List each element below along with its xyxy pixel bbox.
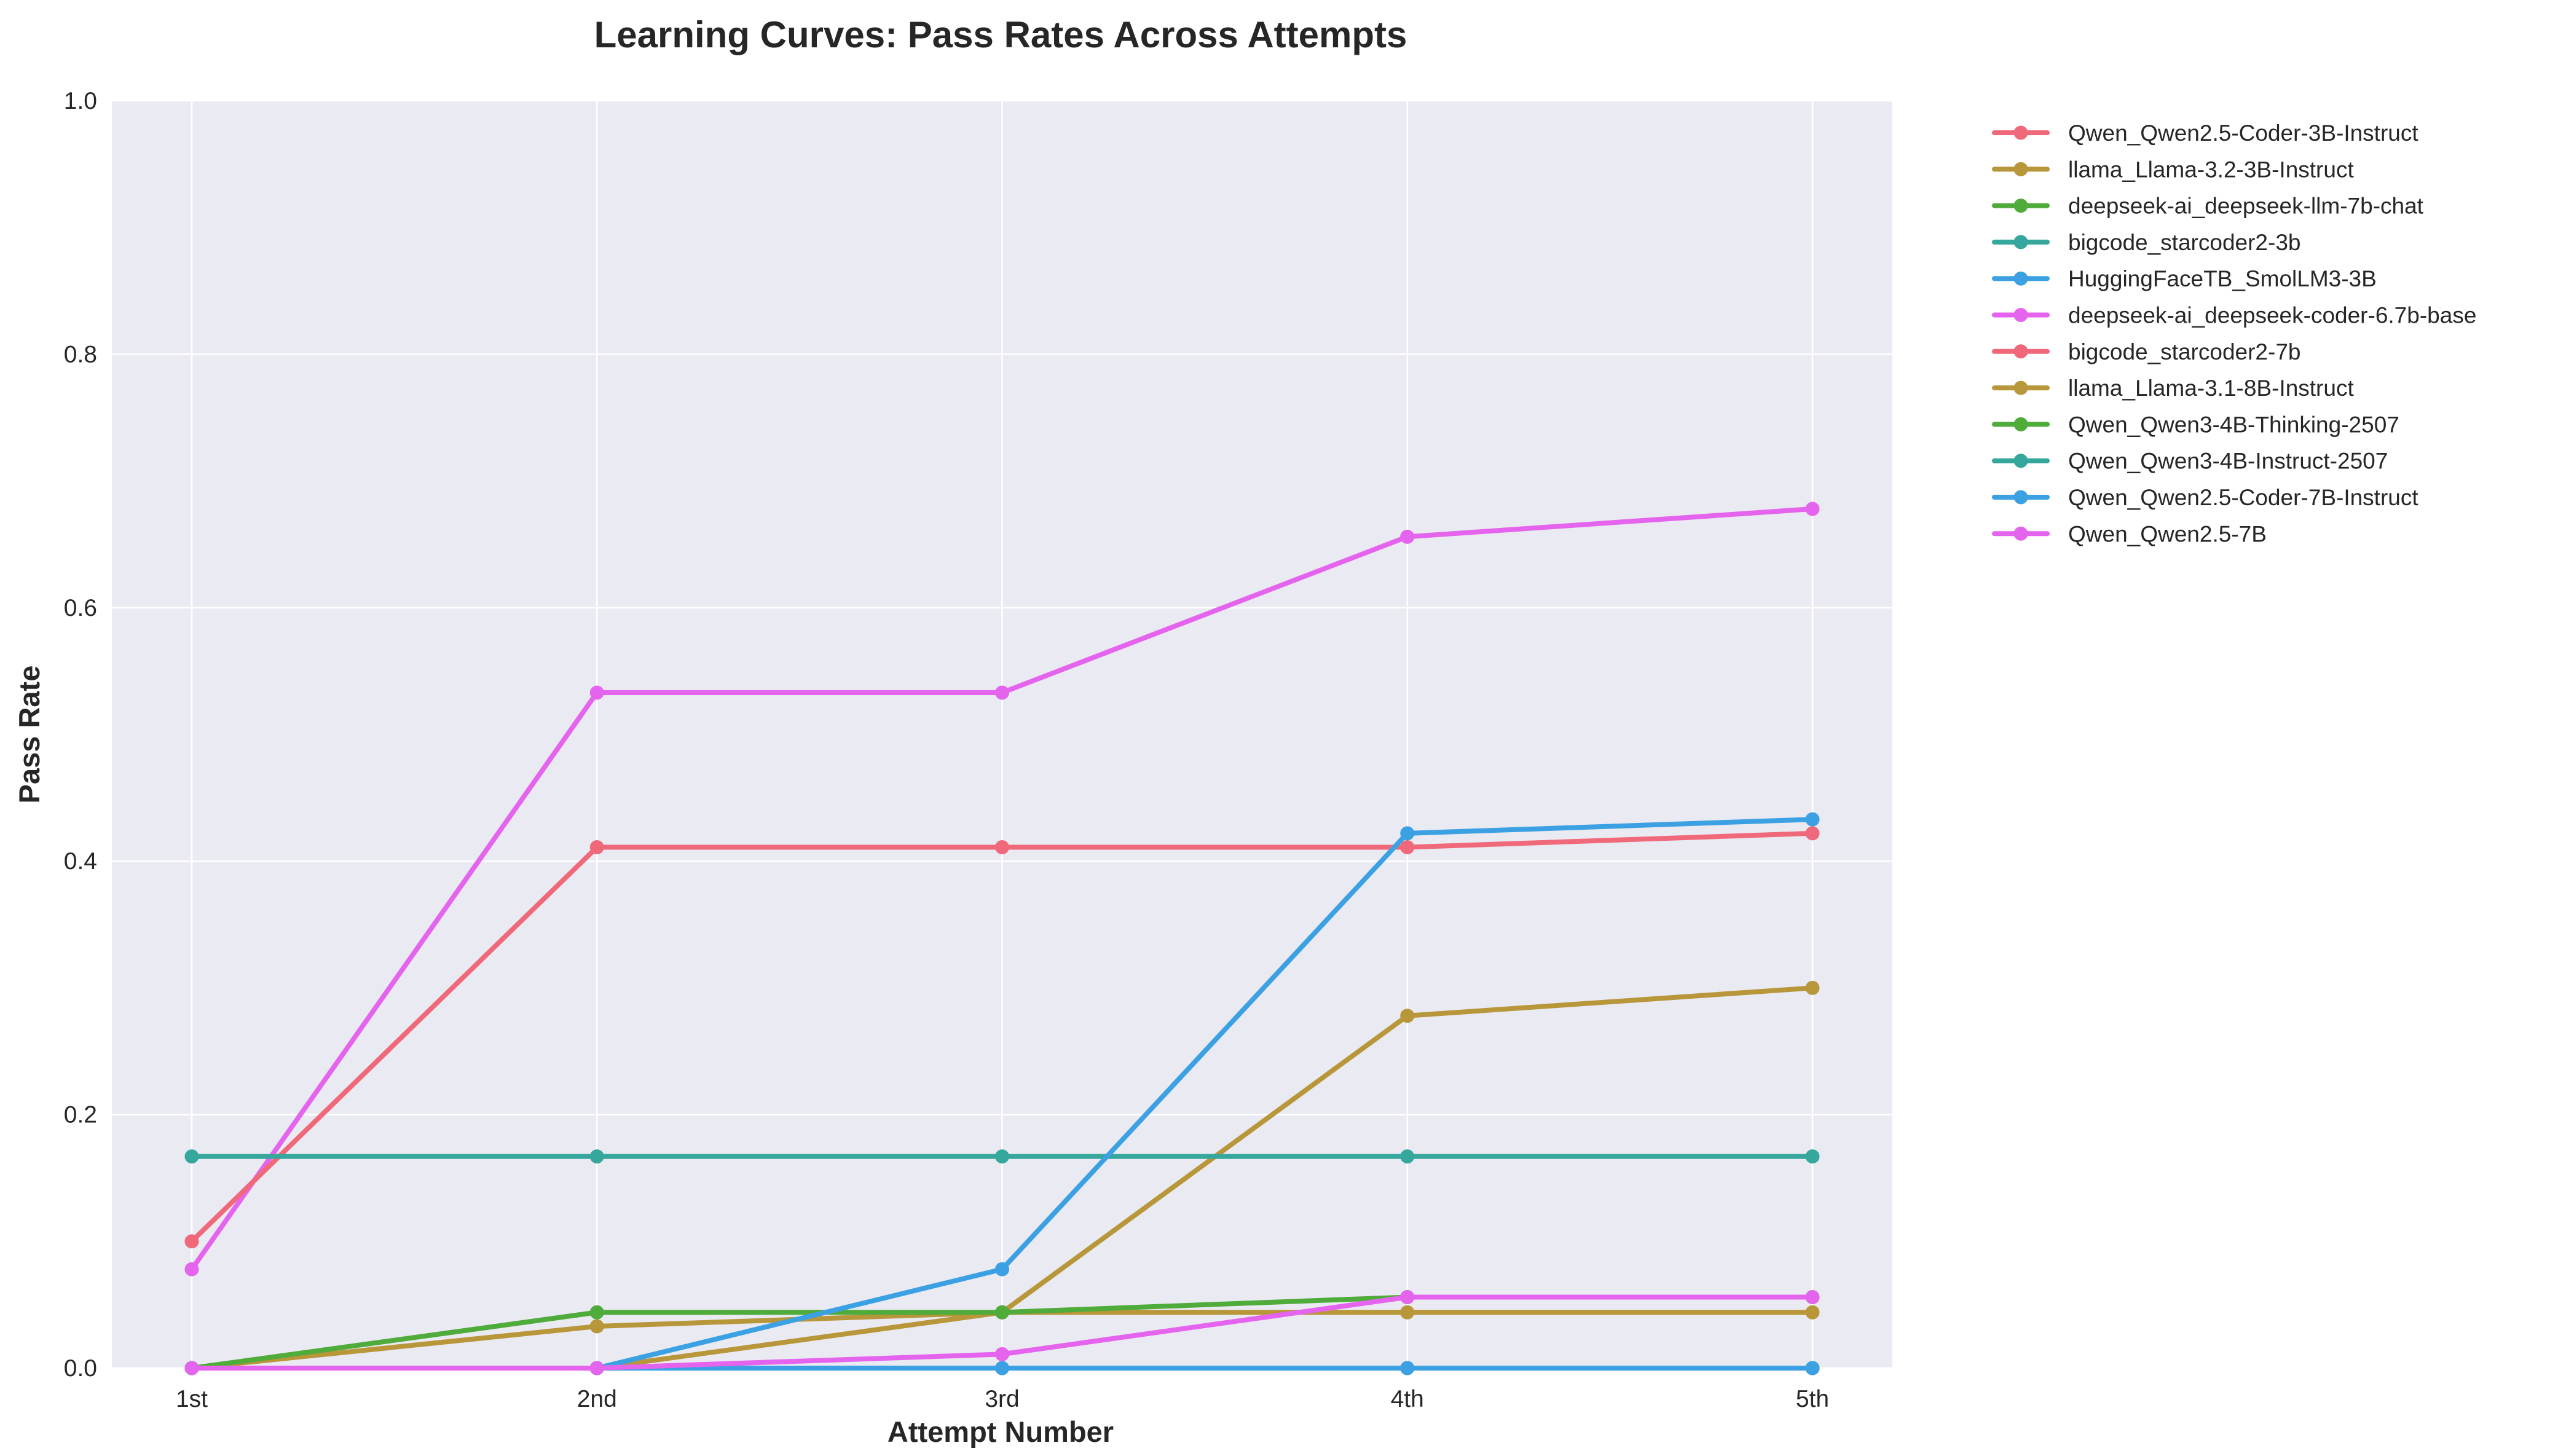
legend-label: deepseek-ai_deepseek-llm-7b-chat (2068, 194, 2424, 219)
data-point (995, 840, 1009, 855)
data-point (589, 840, 604, 855)
data-point (1805, 502, 1820, 516)
data-point (995, 1361, 1009, 1375)
legend-marker-icon (2013, 199, 2028, 213)
data-point (184, 1149, 199, 1164)
legend-label: Qwen_Qwen2.5-Coder-3B-Instruct (2068, 120, 2418, 146)
legend-label: Qwen_Qwen2.5-7B (2068, 521, 2267, 546)
data-point (589, 685, 604, 700)
data-point (1805, 826, 1820, 841)
data-point (1400, 1305, 1415, 1320)
data-point (1400, 826, 1415, 841)
y-tick-label: 0.6 (64, 595, 97, 621)
data-point (589, 1305, 604, 1320)
legend-label: Qwen_Qwen3-4B-Instruct-2507 (2068, 449, 2388, 474)
data-point (1805, 1290, 1820, 1305)
data-point (1400, 529, 1415, 544)
data-point (1400, 1149, 1415, 1164)
data-point (589, 1361, 604, 1375)
data-point (184, 1361, 199, 1375)
legend-marker-icon (2013, 380, 2028, 395)
legend-label: Qwen_Qwen3-4B-Thinking-2507 (2068, 412, 2399, 437)
legend-label: llama_Llama-3.2-3B-Instruct (2068, 157, 2354, 182)
x-axis-label: Attempt Number (887, 1415, 1114, 1448)
y-ticks: 0.0 0.2 0.4 0.6 0.8 1.0 (64, 88, 97, 1382)
legend-marker-icon (2013, 125, 2028, 140)
series-7 (184, 826, 1820, 1249)
x-tick-label: 2nd (577, 1386, 617, 1412)
data-point (1400, 840, 1415, 855)
legend-item: llama_Llama-3.1-8B-Instruct (1992, 376, 2354, 401)
series-lines (184, 502, 1820, 1375)
x-ticks: 1st 2nd 3rd 4th 5th (176, 1386, 1829, 1412)
legend-item: Qwen_Qwen2.5-Coder-7B-Instruct (1992, 485, 2418, 510)
legend-marker-icon (2013, 271, 2028, 286)
legend-marker-icon (2013, 162, 2028, 176)
data-point (995, 685, 1009, 700)
data-point (589, 1319, 604, 1334)
data-point (995, 1305, 1009, 1320)
y-axis-label: Pass Rate (13, 666, 45, 804)
x-tick-label: 3rd (985, 1386, 1019, 1412)
legend-item: Qwen_Qwen2.5-Coder-3B-Instruct (1992, 120, 2418, 146)
y-tick-label: 0.4 (64, 848, 97, 875)
data-point (1400, 1290, 1415, 1305)
legend-marker-icon (2013, 417, 2028, 431)
data-point (995, 1149, 1009, 1164)
data-point (1805, 980, 1820, 995)
x-tick-label: 1st (176, 1386, 208, 1412)
y-tick-label: 0.0 (64, 1355, 97, 1382)
data-point (184, 1234, 199, 1249)
series-6 (184, 502, 1820, 1277)
legend: Qwen_Qwen2.5-Coder-3B-Instruct llama_Llam… (1992, 120, 2476, 546)
series-12 (184, 1290, 1820, 1375)
legend-item: deepseek-ai_deepseek-coder-6.7b-base (1992, 303, 2476, 328)
y-tick-label: 0.2 (64, 1102, 97, 1128)
legend-marker-icon (2013, 454, 2028, 468)
x-tick-label: 5th (1796, 1386, 1829, 1412)
y-tick-label: 0.8 (64, 341, 97, 368)
legend-item: deepseek-ai_deepseek-llm-7b-chat (1992, 194, 2424, 219)
legend-label: llama_Llama-3.1-8B-Instruct (2068, 376, 2354, 401)
legend-marker-icon (2013, 235, 2028, 250)
legend-marker-icon (2013, 308, 2028, 322)
legend-label: bigcode_starcoder2-3b (2068, 230, 2300, 255)
legend-marker-icon (2013, 526, 2028, 541)
data-point (184, 1262, 199, 1277)
chart-title: Learning Curves: Pass Rates Across Attem… (594, 14, 1407, 55)
data-point (1805, 1149, 1820, 1164)
legend-item: Qwen_Qwen3-4B-Instruct-2507 (1992, 449, 2388, 474)
data-point (1805, 1361, 1820, 1375)
data-point (1805, 1305, 1820, 1320)
data-point (589, 1149, 604, 1164)
legend-item: HuggingFaceTB_SmolLM3-3B (1992, 266, 2377, 291)
data-point (995, 1262, 1009, 1277)
legend-item: bigcode_starcoder2-3b (1992, 230, 2300, 255)
legend-label: deepseek-ai_deepseek-coder-6.7b-base (2068, 303, 2476, 328)
y-tick-label: 1.0 (64, 88, 97, 114)
legend-item: Qwen_Qwen3-4B-Thinking-2507 (1992, 412, 2399, 437)
data-point (1400, 1009, 1415, 1023)
x-tick-label: 4th (1391, 1386, 1424, 1412)
legend-marker-icon (2013, 490, 2028, 505)
legend-item: Qwen_Qwen2.5-7B (1992, 521, 2267, 546)
data-point (1805, 812, 1820, 827)
legend-label: HuggingFaceTB_SmolLM3-3B (2068, 266, 2377, 291)
data-point (995, 1347, 1009, 1361)
legend-label: bigcode_starcoder2-7b (2068, 339, 2300, 364)
legend-label: Qwen_Qwen2.5-Coder-7B-Instruct (2068, 485, 2418, 510)
data-point (1400, 1361, 1415, 1375)
legend-item: llama_Llama-3.2-3B-Instruct (1992, 157, 2354, 182)
series-10 (184, 1149, 1820, 1164)
legend-marker-icon (2013, 344, 2028, 359)
legend-item: bigcode_starcoder2-7b (1992, 339, 2300, 364)
